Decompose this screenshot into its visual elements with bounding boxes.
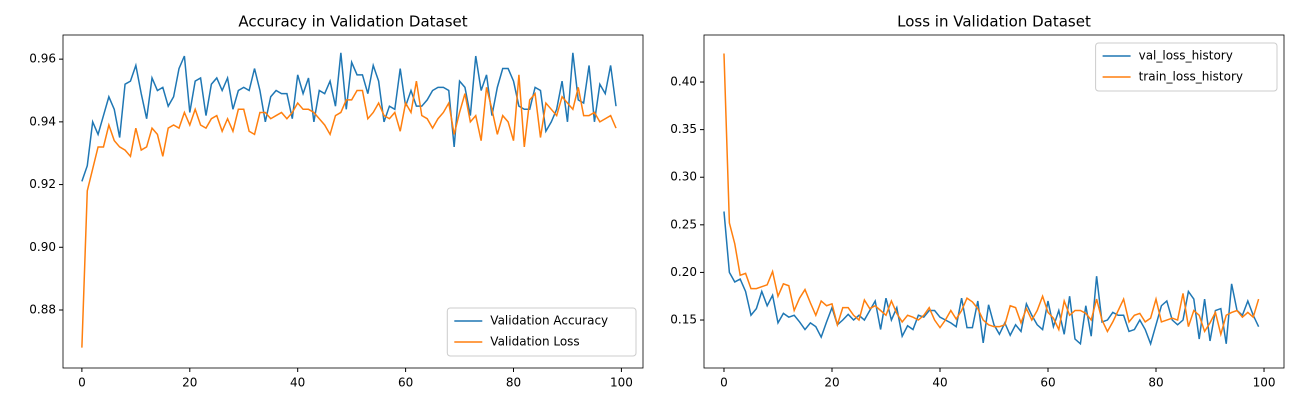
y-tick-label: 0.25 (670, 217, 697, 231)
y-tick-label: 0.35 (670, 122, 697, 136)
subplot: Accuracy in Validation Dataset 0 20 40 60 80 1… (29, 13, 644, 390)
axes-frame (62, 34, 644, 369)
legend: val_loss_history train_loss_history (1095, 42, 1278, 92)
legend-label: train_loss_history (1139, 70, 1243, 84)
legend-label: val_loss_history (1139, 49, 1233, 63)
y-tick-label: 0.92 (29, 177, 56, 191)
x-tick-label: 100 (610, 376, 633, 390)
subplot: Loss in Validation Dataset 0 20 40 60 80 100 0.… (670, 13, 1285, 390)
x-tick-label: 40 (932, 376, 947, 390)
x-tick-label: 60 (398, 376, 413, 390)
y-tick-label: 0.96 (29, 52, 56, 66)
y-tick-label: 0.20 (670, 265, 697, 279)
x-tick-label: 40 (290, 376, 305, 390)
legend-box (446, 307, 637, 357)
y-tick-label: 0.88 (29, 302, 56, 316)
x-tick-label: 100 (1253, 376, 1276, 390)
x-tick-label: 0 (78, 376, 86, 390)
legend-label: Validation Accuracy (490, 314, 608, 328)
y-tick-label: 0.30 (670, 170, 697, 184)
data-line (723, 53, 1260, 338)
x-tick-label: 60 (1040, 376, 1055, 390)
legend: Validation Accuracy Validation Loss (446, 307, 637, 357)
y-tick-label: 0.40 (670, 75, 697, 89)
legend-label: Validation Loss (490, 335, 579, 349)
legend-box (1095, 42, 1278, 92)
x-tick-label: 20 (824, 376, 839, 390)
y-tick-label: 0.90 (29, 240, 56, 254)
x-tick-label: 80 (506, 376, 521, 390)
x-tick-label: 80 (1148, 376, 1163, 390)
y-tick-label: 0.15 (670, 313, 697, 327)
data-line (723, 211, 1260, 347)
y-tick-label: 0.94 (29, 114, 56, 128)
x-tick-label: 0 (720, 376, 728, 390)
x-tick-label: 20 (182, 376, 197, 390)
chart-title: Loss in Validation Dataset (897, 13, 1091, 31)
chart-title: Accuracy in Validation Dataset (238, 13, 467, 31)
data-line (81, 74, 617, 348)
data-line (81, 52, 617, 182)
axes-frame (703, 34, 1285, 369)
